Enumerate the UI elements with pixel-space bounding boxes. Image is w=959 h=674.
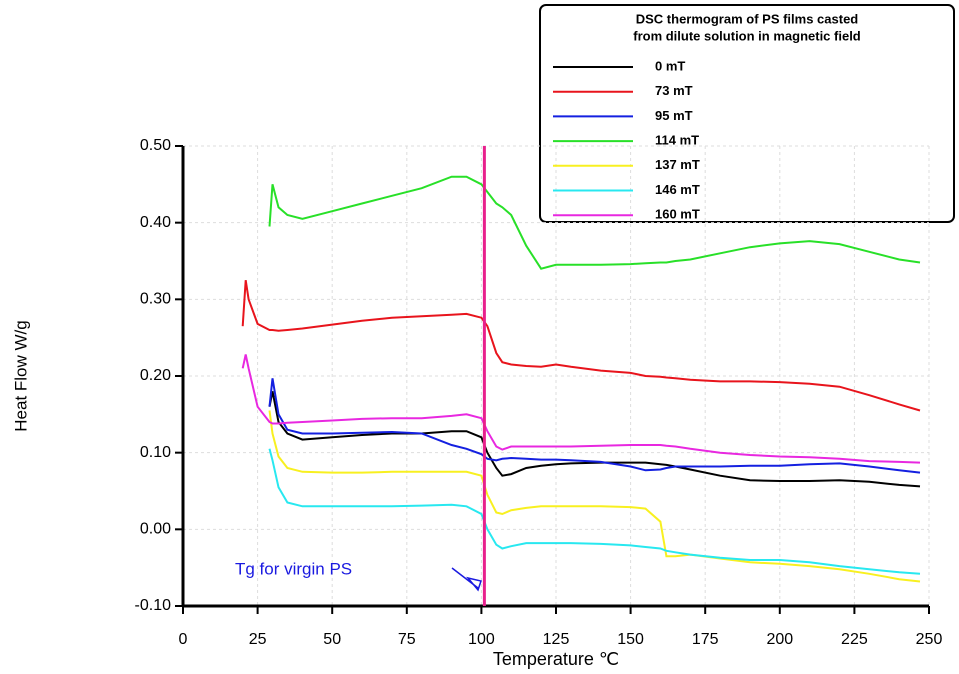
data-line [268, 448, 921, 575]
data-line [241, 354, 921, 464]
x-axis-label: Temperature ℃ [493, 649, 619, 669]
x-tick-label: 200 [766, 631, 793, 648]
data-line [268, 410, 921, 583]
y-tick-label: 0.20 [140, 367, 171, 384]
legend-title: from dilute solution in magnetic field [633, 28, 861, 43]
x-tick-label: 125 [543, 631, 570, 648]
y-tick-label: 0.50 [140, 137, 171, 154]
legend-label: 160 mT [655, 207, 700, 222]
data-line [268, 175, 921, 270]
legend-label: 95 mT [655, 108, 693, 123]
annotation: Tg for virgin PS [235, 559, 352, 578]
legend-title: DSC thermogram of PS films casted [636, 11, 859, 26]
y-tick-label: 0.10 [140, 444, 171, 461]
data-line [268, 378, 921, 474]
legend-label: 146 mT [655, 182, 700, 197]
data-line [268, 391, 921, 488]
x-tick-label: 50 [323, 631, 341, 648]
y-tick-label: -0.10 [135, 597, 172, 614]
x-tick-label: 75 [398, 631, 416, 648]
y-tick-label: 0.00 [140, 521, 171, 538]
x-tick-label: 0 [179, 631, 188, 648]
legend-label: 137 mT [655, 157, 700, 172]
y-tick-label: 0.30 [140, 291, 171, 308]
legend-label: 114 mT [655, 133, 699, 148]
x-tick-label: 225 [841, 631, 868, 648]
x-tick-label: 150 [617, 631, 644, 648]
legend-label: 0 mT [655, 58, 685, 73]
y-axis-label: Heat Flow W/g [11, 320, 30, 431]
y-tick-label: 0.40 [140, 214, 171, 231]
x-tick-label: 25 [249, 631, 267, 648]
x-tick-label: 250 [916, 631, 943, 648]
annotation-arrow [451, 567, 482, 592]
data-line [241, 280, 921, 412]
x-tick-label: 100 [468, 631, 495, 648]
x-tick-label: 175 [692, 631, 719, 648]
legend-box [539, 4, 955, 223]
legend-label: 73 mT [655, 83, 693, 98]
